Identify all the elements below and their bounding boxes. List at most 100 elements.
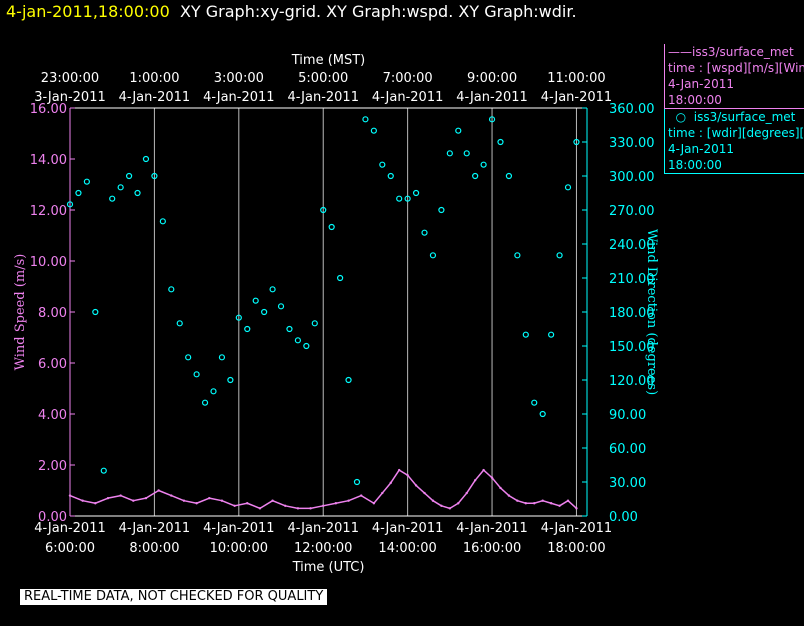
wspd-line-segment	[107, 494, 121, 499]
wdir-point	[134, 189, 141, 197]
wspd-line-segment	[567, 500, 577, 509]
wdir-point	[117, 184, 124, 191]
y-left-tick-label: 14.00	[30, 153, 67, 168]
y-left-tick-label: 6.00	[38, 357, 67, 372]
wdir-point	[379, 161, 386, 168]
legend-wspd-line4: 18:00:00	[668, 93, 722, 107]
x-bottom-tick-date: 4-Jan-2011	[372, 521, 444, 536]
wdir-point	[100, 467, 107, 474]
wdir-point	[564, 184, 572, 191]
y-right-axis-title: Wind Direction (degrees)	[644, 229, 659, 395]
x-top-tick-time: 23:00:00	[41, 71, 99, 86]
wdir-point	[421, 229, 428, 236]
x-bottom-tick-time: 6:00:00	[45, 541, 95, 556]
wdir-point	[159, 218, 166, 225]
wspd-point	[406, 474, 409, 477]
x-bottom-tick-time: 12:00:00	[294, 541, 352, 556]
wspd-point	[271, 499, 274, 502]
wspd-point	[208, 496, 211, 500]
wspd-line-segment	[69, 494, 83, 502]
wdir-point	[463, 150, 470, 157]
wspd-point	[347, 499, 350, 502]
wspd-line-segment	[373, 492, 383, 504]
wspd-point	[448, 507, 452, 510]
wspd-point	[233, 504, 236, 507]
wdir-point	[438, 206, 445, 214]
x-bottom-tick-date: 4-Jan-2011	[456, 521, 528, 536]
wdir-point	[337, 274, 344, 282]
wspd-line-segment	[133, 497, 147, 502]
wdir-point	[573, 138, 580, 146]
x-bottom-tick-time: 18:00:00	[547, 541, 605, 556]
wspd-line-segment	[390, 469, 400, 484]
legend-wdir-line1: iss3/surface_met	[693, 110, 796, 124]
x-top-tick-date: 3-Jan-2011	[34, 90, 106, 105]
wdir-point	[261, 308, 268, 316]
wspd-line-segment	[415, 484, 426, 494]
wdir-point	[311, 320, 318, 327]
wdir-point	[387, 172, 394, 180]
wdir-point	[370, 127, 377, 134]
wdir-point	[480, 161, 487, 168]
wspd-point	[431, 499, 435, 502]
wspd-point	[334, 502, 338, 505]
y-right-tick-label: 30.00	[609, 476, 646, 491]
wdir-point	[362, 116, 369, 123]
wspd-point	[473, 479, 477, 482]
x-top-tick-time: 9:00:00	[467, 71, 517, 86]
wdir-point	[497, 138, 504, 146]
wspd-point	[157, 489, 160, 492]
wdir-point	[151, 172, 158, 180]
y-right-tick-label: 120.00	[609, 374, 655, 389]
wspd-line-segment	[508, 494, 518, 502]
legend-wspd: ——iss3/surface_met time : [wspd][m/s][Wi…	[664, 44, 804, 109]
wspd-point	[423, 491, 426, 495]
x-bottom-axis-title: Time (UTC)	[292, 560, 365, 575]
wdir-point	[185, 354, 192, 361]
y-right-tick-label: 150.00	[609, 340, 655, 355]
x-top-tick-time: 11:00:00	[547, 71, 605, 86]
wdir-point	[210, 388, 217, 395]
legend-wdir: ○ iss3/surface_met time : [wdir][degrees…	[664, 109, 804, 174]
wdir-point	[109, 195, 116, 202]
wspd-point	[68, 494, 72, 497]
y-right-tick-label: 270.00	[609, 204, 655, 219]
y-right-tick-label: 360.00	[609, 102, 655, 117]
wdir-point	[92, 308, 99, 316]
wspd-line-segment	[398, 469, 409, 476]
wspd-point	[170, 494, 173, 497]
wspd-point	[284, 504, 287, 507]
wdir-point	[269, 286, 276, 293]
wdir-point	[66, 201, 74, 208]
wspd-point	[246, 502, 249, 505]
wspd-line-segment	[171, 494, 185, 502]
y-left-tick-label: 0.00	[38, 510, 67, 525]
legend-wdir-line4: 18:00:00	[668, 158, 722, 172]
x-bottom-tick-time: 14:00:00	[378, 541, 436, 556]
x-bottom-tick-time: 16:00:00	[463, 541, 521, 556]
wdir-point	[429, 252, 437, 259]
wspd-point	[499, 486, 502, 490]
wspd-line-segment	[120, 494, 134, 502]
wdir-point	[303, 342, 310, 350]
wspd-point	[566, 499, 570, 502]
x-bottom-tick-date: 4-Jan-2011	[34, 521, 106, 536]
wspd-point	[144, 496, 148, 500]
wdir-point	[218, 354, 226, 361]
y-left-tick-label: 4.00	[38, 408, 67, 423]
wspd-point	[524, 502, 528, 505]
wspd-point	[397, 468, 401, 472]
legend-wspd-line3: 4-Jan-2011	[668, 77, 734, 91]
wdir-point	[446, 150, 453, 157]
wdir-point	[455, 127, 462, 134]
wspd-line-segment	[234, 502, 248, 507]
legend-wspd-line1: iss3/surface_met	[692, 45, 794, 59]
wspd-line-segment	[432, 500, 442, 507]
wspd-line-segment	[310, 505, 324, 510]
wdir-point	[201, 399, 209, 406]
wspd-line-segment	[466, 479, 476, 494]
wspd-line-segment	[158, 489, 172, 497]
wdir-point	[522, 331, 529, 338]
wdir-point	[294, 337, 302, 344]
wspd-line-segment	[259, 500, 273, 509]
